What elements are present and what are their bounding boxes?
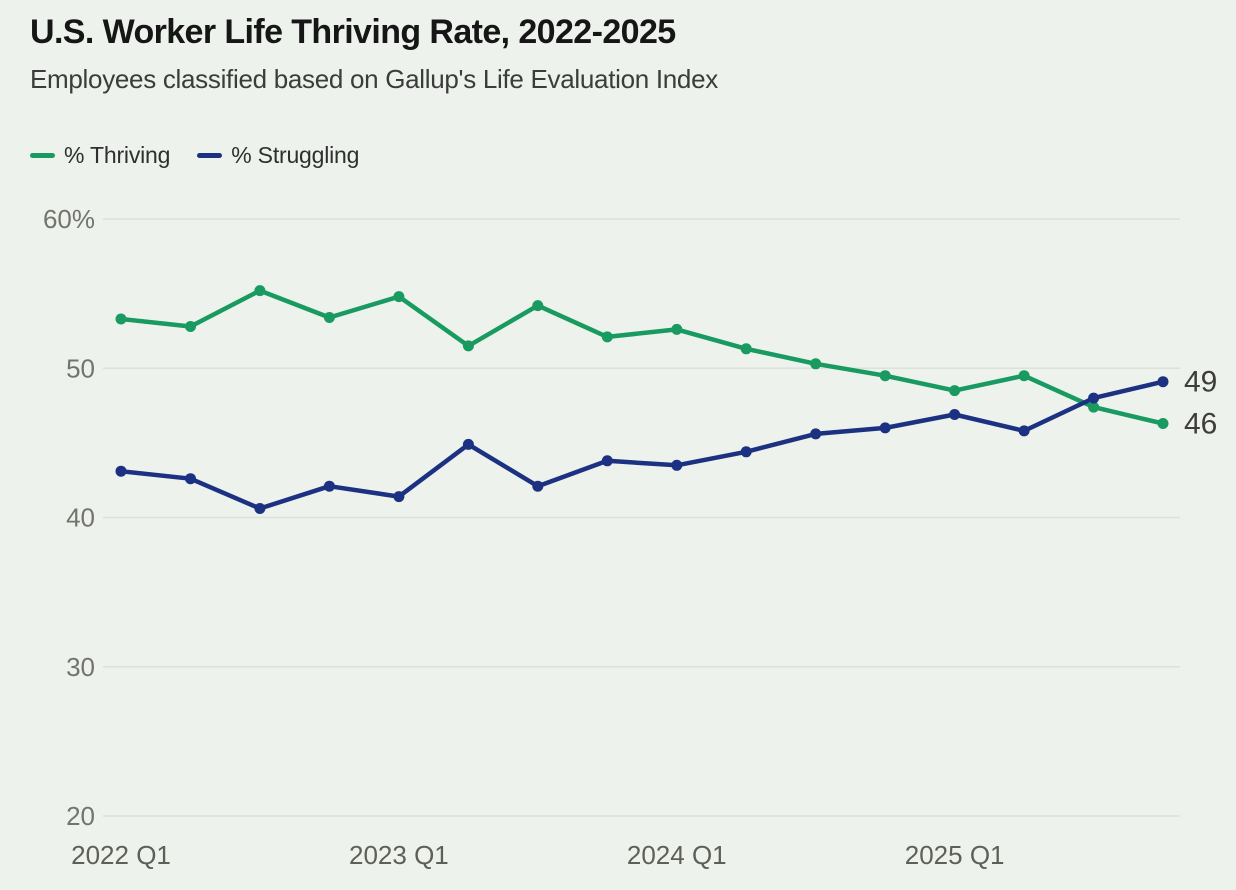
x-axis-tick-label: 2024 Q1 <box>627 840 727 870</box>
struggling-data-point <box>949 409 961 420</box>
legend-label-thriving: % Thriving <box>64 142 171 168</box>
thriving-data-point <box>323 312 335 323</box>
y-axis-tick-label: 20 <box>66 801 95 831</box>
x-axis-tick-label: 2023 Q1 <box>349 840 449 870</box>
y-axis-tick-label: 30 <box>66 652 95 682</box>
struggling-data-point <box>462 438 474 450</box>
thriving-data-point <box>740 343 752 355</box>
struggling-data-point <box>532 480 544 492</box>
struggling-data-point <box>1018 425 1030 437</box>
thriving-data-point <box>810 358 822 370</box>
struggling-data-point <box>393 491 405 503</box>
struggling-line <box>118 379 1166 511</box>
struggling-data-point <box>810 428 822 440</box>
thriving-data-point <box>462 340 474 352</box>
thriving-data-point <box>1088 401 1100 413</box>
thriving-legend-dash-icon <box>30 153 55 158</box>
legend-item-struggling: % Struggling <box>197 142 359 169</box>
thriving-data-point <box>115 313 127 325</box>
thriving-end-label: 46 <box>1184 408 1217 441</box>
struggling-data-point <box>254 503 266 514</box>
chart-header: U.S. Worker Life Thriving Rate, 2022-202… <box>30 12 1210 94</box>
thriving-data-point <box>1157 418 1169 429</box>
chart-subtitle: Employees classified based on Gallup's L… <box>30 64 718 94</box>
struggling-data-point <box>601 455 613 467</box>
y-axis-tick-label: 60% <box>43 204 95 234</box>
thriving-data-point <box>671 323 683 335</box>
legend-item-thriving: % Thriving <box>30 142 170 169</box>
struggling-data-point <box>185 473 196 485</box>
thriving-data-point <box>1018 370 1030 382</box>
struggling-data-point <box>1088 392 1100 404</box>
thriving-data-point <box>185 321 196 332</box>
thriving-line <box>118 288 1166 426</box>
struggling-data-point <box>740 446 752 458</box>
struggling-data-point <box>879 422 891 434</box>
struggling-data-point <box>323 480 335 492</box>
thriving-data-point <box>949 385 961 397</box>
thriving-data-point <box>393 291 405 303</box>
struggling-legend-dash-icon <box>197 153 223 158</box>
y-axis-tick-label: 50 <box>66 353 95 383</box>
thriving-data-point <box>879 370 891 382</box>
x-axis-tick-label: 2022 Q1 <box>71 840 171 870</box>
y-axis-tick-label: 40 <box>66 503 95 533</box>
struggling-data-point <box>671 459 683 471</box>
thriving-data-point <box>532 300 544 312</box>
struggling-data-point <box>1157 376 1169 388</box>
chart-legend: % Thriving % Struggling <box>30 142 359 169</box>
thriving-data-point <box>601 331 613 343</box>
struggling-data-point <box>115 465 127 477</box>
chart-title: U.S. Worker Life Thriving Rate, 2022-202… <box>30 13 676 51</box>
struggling-end-label: 49 <box>1184 366 1217 399</box>
x-axis-tick-label: 2025 Q1 <box>905 840 1005 870</box>
thriving-data-point <box>254 285 266 297</box>
legend-label-struggling: % Struggling <box>231 142 360 168</box>
